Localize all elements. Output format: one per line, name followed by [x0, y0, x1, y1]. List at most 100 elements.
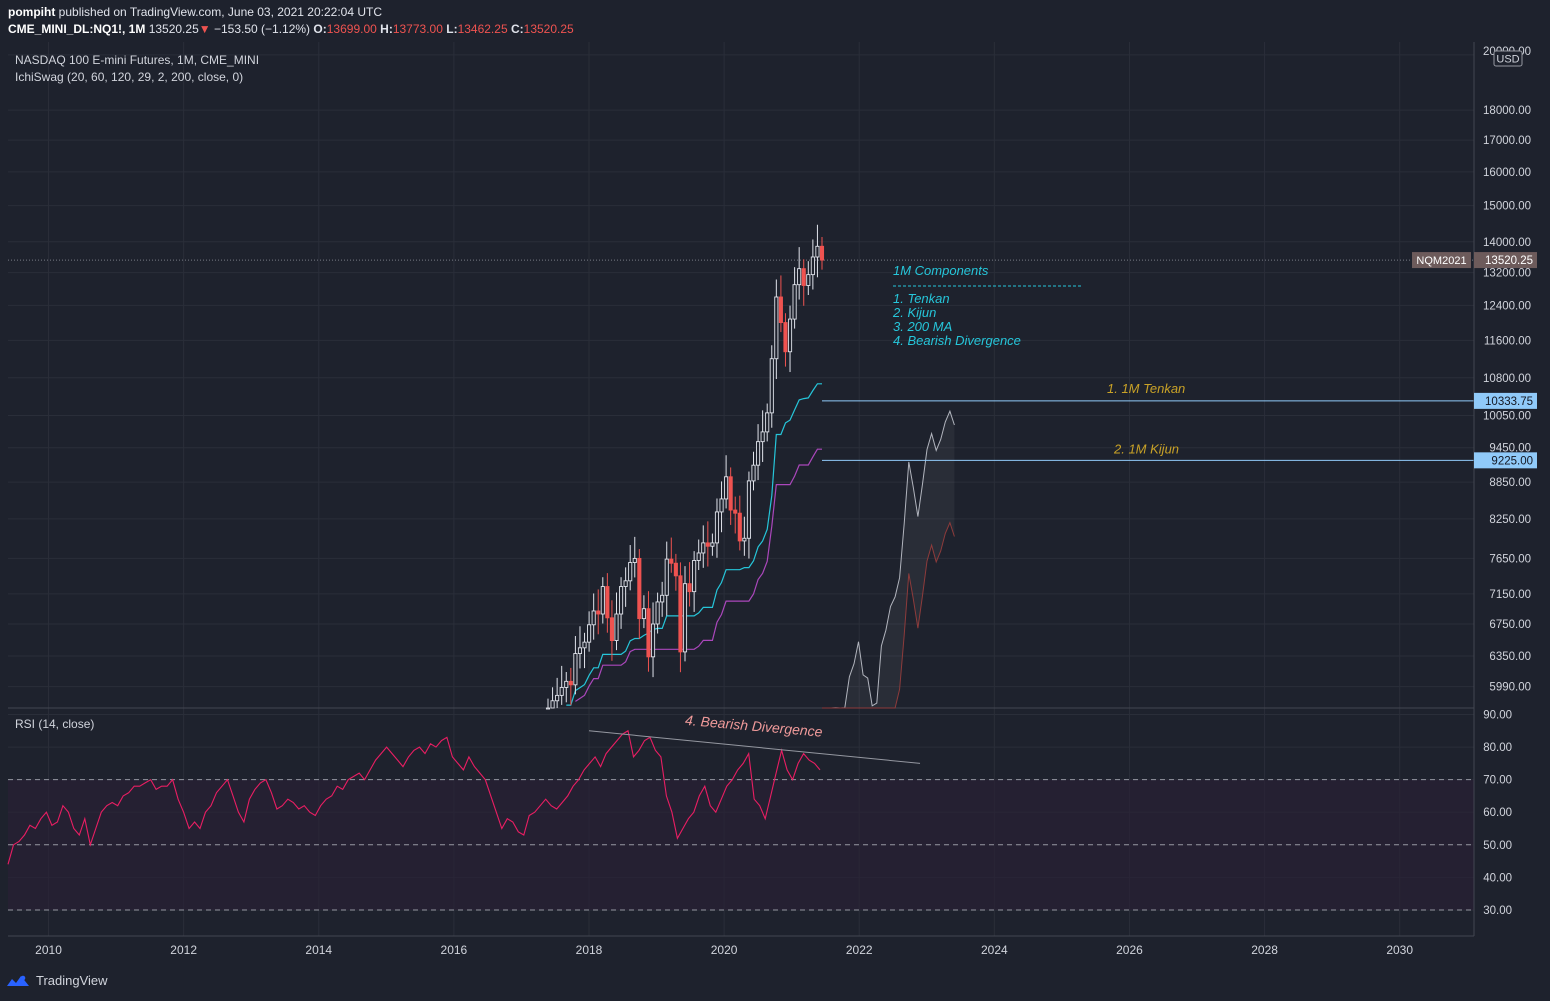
candle-body [550, 700, 555, 709]
time-tick-label: 2020 [711, 943, 738, 957]
rsi-tick-label: 90.00 [1483, 710, 1512, 722]
candle-body [623, 580, 628, 588]
currency-label: USD [1496, 54, 1519, 66]
rsi-legend: RSI (14, close) [15, 717, 94, 731]
price-tick-label: 8850.00 [1489, 477, 1531, 489]
candle-body [678, 575, 683, 653]
candle-body [545, 707, 551, 710]
candle-body [751, 464, 756, 482]
indicator-lines [8, 259, 1474, 706]
kijun-badge-text: 9225.00 [1491, 455, 1533, 467]
candle-body [801, 268, 806, 286]
time-tick-label: 2026 [1116, 943, 1143, 957]
component-item: 4. Bearish Divergence [893, 333, 1021, 348]
tenkan-annotation: 1. 1M Tenkan [1107, 381, 1185, 396]
kijun-line [575, 448, 822, 702]
candle-body [564, 680, 569, 688]
candle-body [746, 480, 751, 539]
candle-body [650, 623, 656, 658]
price-tick-label: 18000.00 [1483, 105, 1531, 117]
symbol[interactable]: CME_MINI_DL:NQ1!, 1M [8, 22, 146, 36]
rsi-background-band [8, 779, 1474, 911]
candle-body [555, 694, 560, 702]
open-value: 13699.00 [326, 22, 377, 36]
time-tick-label: 2024 [981, 943, 1008, 957]
author[interactable]: pompiht [8, 5, 56, 19]
last-symbol-badge [1412, 252, 1471, 269]
candle-body [637, 557, 642, 620]
price-change: −153.50 (−1.12%) [213, 22, 311, 36]
candle-body [710, 542, 715, 547]
candle-body [806, 274, 811, 286]
price-tick-label: 6750.00 [1489, 619, 1531, 631]
candle-body [787, 318, 793, 353]
candle-body [819, 245, 825, 261]
price-tick-label: 12400.00 [1483, 300, 1531, 312]
candle-body [582, 641, 587, 649]
low-label: L: [446, 22, 458, 36]
divergence-trendline [588, 730, 921, 764]
price-tick-label: 11600.00 [1484, 335, 1531, 347]
cloud-fill [822, 411, 955, 708]
candle-body [696, 552, 701, 561]
price-tick-label: 15000.00 [1483, 201, 1531, 213]
candle-body [577, 647, 583, 654]
high-label: H: [380, 22, 393, 36]
price-tick-label: 7150.00 [1489, 589, 1531, 601]
candle-body [609, 617, 614, 642]
brand-name: TradingView [36, 973, 108, 988]
price-tick-label: 10050.00 [1483, 410, 1531, 422]
component-item: 2. Kijun [892, 305, 936, 320]
time-tick-label: 2014 [305, 943, 332, 957]
ohlc-bar: CME_MINI_DL:NQ1!, 1M 13520.25▼ −153.50 (… [8, 22, 574, 36]
candle-body [719, 498, 724, 513]
candle-body [724, 476, 729, 500]
candle-body [673, 562, 678, 577]
last-price-text: 13520.25 [1485, 255, 1533, 267]
candle-body [655, 601, 660, 625]
rsi-tick-label: 60.00 [1483, 807, 1512, 819]
candle-body [760, 431, 765, 443]
tenkan-badge [1474, 392, 1537, 409]
rsi-tick-label: 50.00 [1483, 840, 1512, 852]
change-arrow: ▼ [198, 22, 211, 36]
tenkan-badge-text: 10333.75 [1485, 396, 1533, 408]
annotations: NASDAQ 100 E-mini Futures, 1M, CME_MINI I… [15, 53, 1185, 740]
candle-body [765, 412, 770, 433]
rsi-tick-label: 30.00 [1483, 905, 1512, 917]
candle-body [815, 245, 820, 258]
close-label: C: [510, 22, 524, 36]
footer-brand[interactable]: TradingView [6, 973, 108, 988]
currency-badge [1493, 50, 1523, 67]
candle-body [614, 613, 619, 642]
price-tick-label: 7650.00 [1489, 553, 1531, 565]
candle-body [641, 608, 646, 620]
rsi-tick-label: 80.00 [1483, 742, 1512, 754]
kijun-annotation: 2. 1M Kijun [1113, 441, 1179, 456]
publish-info: pompiht published on TradingView.com, Ju… [8, 5, 382, 19]
candle-body [797, 268, 802, 286]
candle-body [628, 562, 633, 582]
rsi-tick-label: 40.00 [1483, 872, 1512, 884]
candle-body [810, 256, 815, 276]
price-tick-label: 16000.00 [1483, 167, 1531, 179]
rsi-line-group [7, 729, 921, 865]
candle-body [769, 358, 774, 414]
candle-body [692, 560, 697, 593]
low-value: 13462.25 [457, 22, 508, 36]
rsi-tick-label: 70.00 [1483, 775, 1512, 787]
tradingview-logo-icon [7, 975, 29, 986]
candle-body [733, 509, 738, 514]
candle-body [737, 512, 742, 542]
candle-body [596, 610, 601, 615]
time-tick-label: 2010 [35, 943, 62, 957]
last-symbol-text: NQM2021 [1416, 255, 1466, 267]
axes: 20000.0018000.0017000.0016000.0015000.00… [8, 42, 1537, 957]
open-label: O: [313, 22, 327, 36]
candle-body [742, 537, 747, 542]
tenkan-line [566, 383, 822, 706]
time-tick-label: 2012 [170, 943, 197, 957]
price-tick-label: 9450.00 [1489, 443, 1531, 455]
candle-body [591, 610, 596, 626]
